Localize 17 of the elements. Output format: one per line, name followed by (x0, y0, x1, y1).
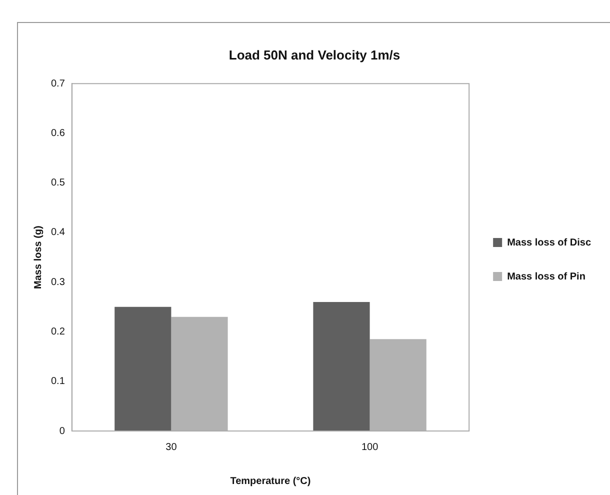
y-axis-title: Mass loss (g) (32, 226, 44, 289)
y-tick-label: 0 (59, 426, 66, 437)
y-tick-label: 0.6 (50, 128, 66, 139)
y-tick-label: 0.2 (50, 326, 66, 338)
y-tick-label: 0.3 (50, 276, 66, 288)
bar (313, 302, 370, 431)
legend-label: Mass loss of Pin (507, 271, 586, 282)
y-tick-label: 0.5 (50, 178, 66, 189)
chart-title: Load 50N and Velocity 1m/s (228, 47, 400, 62)
bar (114, 306, 172, 431)
y-tick-label: 0.7 (50, 78, 66, 90)
x-tick-label: 30 (166, 442, 178, 453)
y-tick-label: 0.1 (50, 376, 66, 388)
x-tick-label: 100 (361, 442, 379, 453)
y-tick-label: 0.4 (50, 227, 66, 238)
legend-label: Mass loss of Disc (507, 237, 592, 248)
x-axis-title: Temperature (°C) (230, 476, 311, 487)
